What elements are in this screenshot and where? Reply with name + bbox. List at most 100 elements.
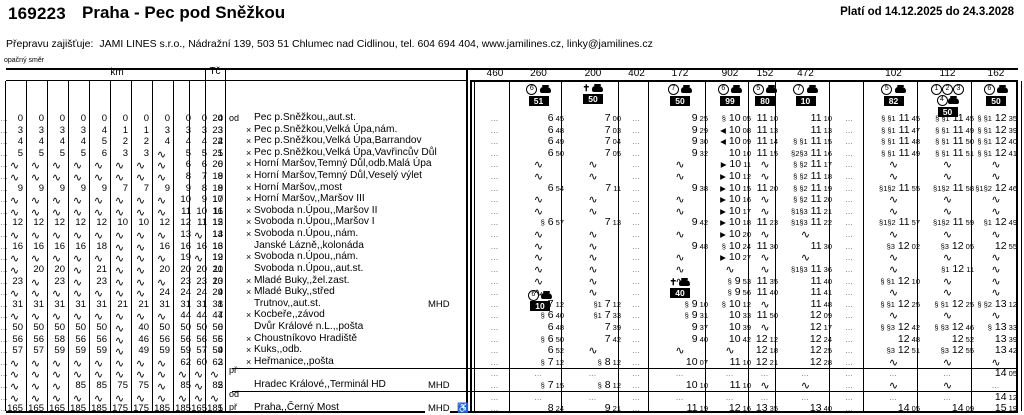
time-cell: ∿ [588,194,598,207]
service-symbols-162: 6 50 [975,84,1017,106]
km-value: 50 [180,321,191,333]
time-cell: … [889,392,898,402]
stop-request-marker: × [246,333,252,344]
time-cell: … [0,183,9,193]
km-value: 175 [133,403,149,415]
rule-top [6,68,1018,70]
km-value: 3 [122,147,128,159]
km-value: 31 [180,298,191,310]
km-value: 8 [201,182,207,194]
time-cell: 8 24 [547,402,564,415]
time-cell: 14 09 [951,402,974,415]
time-cell: … [0,311,9,321]
time-cell: ∿ [533,205,544,218]
km-value: ∿ [72,264,83,277]
time-cell: ∿ [991,287,1001,300]
time-cell: … [845,369,854,379]
time-cell: § 13 33 [987,320,1017,333]
stop-request-marker: × [246,252,252,263]
km-value: 18 [96,240,107,252]
time-cell: 12 18 [755,344,778,357]
time-cell: … [0,357,9,367]
service-number-200[interactable]: 200 [584,68,602,79]
km-value: 3 [185,124,191,136]
km-value: ∿ [135,241,146,254]
time-cell: § §1 11 49 [881,146,920,159]
service-number-472[interactable]: 472 [797,68,814,79]
service-number-402[interactable]: 402 [628,68,645,79]
time-cell: … [632,404,641,414]
time-cell: … [490,148,500,158]
km-value: 16 [180,240,191,252]
service-number-172[interactable]: 172 [671,68,689,79]
km-value: 4 [217,136,223,148]
table-row: 9 9 9 9 9 7 7 9 9 8 9 18 × Horní Maršov,,most........… [0,181,1024,195]
km-value: ∿ [72,230,83,243]
service-number-260[interactable]: 260 [530,68,547,79]
km-value: ∿ [9,288,20,301]
time-cell: 11 35 [756,274,778,287]
km-value: 31 [12,298,23,310]
time-cell: § §2 11 17 [793,158,832,171]
time-cell: ∿ [991,171,1001,184]
km-value: 50 [33,321,44,333]
km-value: ∿ [114,334,125,347]
km-value: 0 [143,113,149,124]
time-cell: ∿ [760,159,770,172]
km-value: 0 [38,113,44,124]
km-value: 9 [59,182,65,194]
time-cell: ∿ [533,171,544,184]
time-cell: ∿ [888,171,899,184]
time-cell: … [632,381,641,391]
time-cell: … [490,346,500,356]
km-value: 21 [138,298,149,310]
tarif-number: 22 [212,136,223,148]
service-number-112[interactable]: 112 [939,68,956,79]
time-cell: ∿ [533,240,544,253]
time-cell: ∿ [588,205,598,218]
tarif-number: 2 [217,380,223,392]
time-cell: ∿ [760,298,770,311]
km-value: 3 [217,124,223,136]
km-value: ∿ [114,264,125,277]
time-cell: 11 40 [756,286,778,299]
km-value: ∿ [114,206,125,219]
km-value: ∿ [30,253,41,266]
time-cell: … [534,392,543,402]
km-value: ∿ [51,311,62,324]
km-value: 57 [33,345,44,357]
service-number-902[interactable]: 902 [721,68,739,79]
time-cell: 7 11 [605,181,621,194]
service-number-102[interactable]: 102 [885,68,902,79]
grid-line [829,81,830,411]
time-cell: 11 30 [756,239,778,252]
time-cell: … [0,334,9,344]
km-value: 16 [212,240,223,252]
time-cell: ∿ [991,229,1001,242]
time-cell: ∿ [888,229,899,242]
service-number-162[interactable]: 162 [987,68,1005,79]
time-cell: ∿ [588,275,598,288]
time-cell: 12 48 [897,332,920,345]
service-number-460[interactable]: 460 [486,68,504,79]
time-cell: … [725,369,735,379]
service-number-152[interactable]: 152 [756,68,774,79]
km-value: ∿ [209,392,220,405]
time-cell: … [845,276,854,286]
km-value: 185 [207,403,223,415]
km-value: 16 [12,240,23,252]
stop-name: Kuks,,odb. [254,344,303,356]
time-cell: ∿ [991,310,1001,323]
time-cell: § 10 24 [721,239,751,252]
km-value: 5 [80,147,86,159]
stop-request-marker: × [246,159,252,170]
km-value: ∿ [93,311,104,324]
time-cell: § §1 11 15 [793,135,832,148]
km-value: 20 [159,263,170,275]
time-cell: § 7 15 [540,379,564,392]
route-number: 169223 [8,4,66,23]
service-number-col8[interactable] [833,68,866,80]
time-cell: … [845,253,854,263]
tc-band: Tč [204,66,226,80]
time-cell: ∿ [675,159,685,172]
